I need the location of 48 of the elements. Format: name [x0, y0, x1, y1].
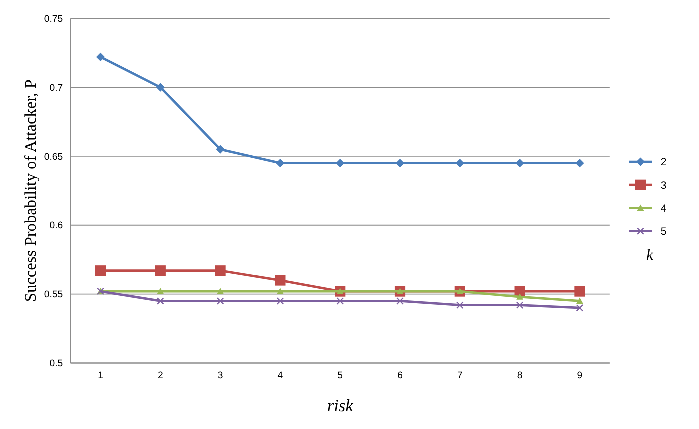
y-axis-title: Success Probability of Attacker, P: [21, 80, 40, 302]
y-tick-label: 0.6: [50, 220, 64, 232]
point: [276, 159, 285, 168]
point: [576, 159, 584, 168]
x-axis-title: risk: [327, 396, 354, 416]
point: [275, 275, 286, 286]
point: [95, 266, 106, 276]
y-tick-label: 0.65: [44, 152, 64, 163]
point: [217, 288, 224, 294]
point: [574, 286, 586, 297]
point: [516, 159, 524, 168]
point: [96, 52, 106, 62]
y-tick-label: 0.55: [44, 290, 64, 301]
x-tick-label: 8: [517, 370, 523, 382]
x-tick-label: 6: [398, 370, 403, 382]
legend-label: 5: [660, 226, 667, 238]
point: [215, 266, 226, 276]
point: [396, 298, 404, 305]
point: [456, 302, 464, 309]
x-tick-label: 3: [218, 370, 224, 382]
point: [336, 298, 344, 305]
point: [516, 294, 524, 300]
point: [456, 159, 464, 168]
point: [157, 288, 164, 294]
y-tick-label: 0.7: [50, 82, 64, 94]
x-tick-label: 9: [577, 370, 583, 382]
point: [276, 298, 284, 305]
legend-title: k: [646, 247, 654, 264]
x-tick-label: 4: [278, 370, 284, 382]
point: [336, 159, 345, 168]
x-tick-label: 5: [338, 370, 344, 382]
point: [576, 304, 584, 312]
point: [155, 266, 166, 276]
point: [576, 298, 584, 304]
legend-label: 4: [660, 202, 667, 215]
point: [216, 145, 225, 154]
point: [216, 298, 224, 305]
legend-label: 3: [660, 180, 667, 192]
point: [156, 298, 164, 305]
x-tick-label: 7: [457, 370, 463, 382]
y-tick-label: 0.75: [44, 14, 64, 25]
point: [516, 302, 524, 309]
point: [156, 83, 165, 92]
x-tick-label: 1: [98, 370, 104, 382]
x-tick-label: 2: [158, 370, 164, 382]
y-tick-label: 0.5: [50, 358, 64, 370]
legend-label: 2: [660, 156, 667, 169]
point: [276, 288, 284, 294]
